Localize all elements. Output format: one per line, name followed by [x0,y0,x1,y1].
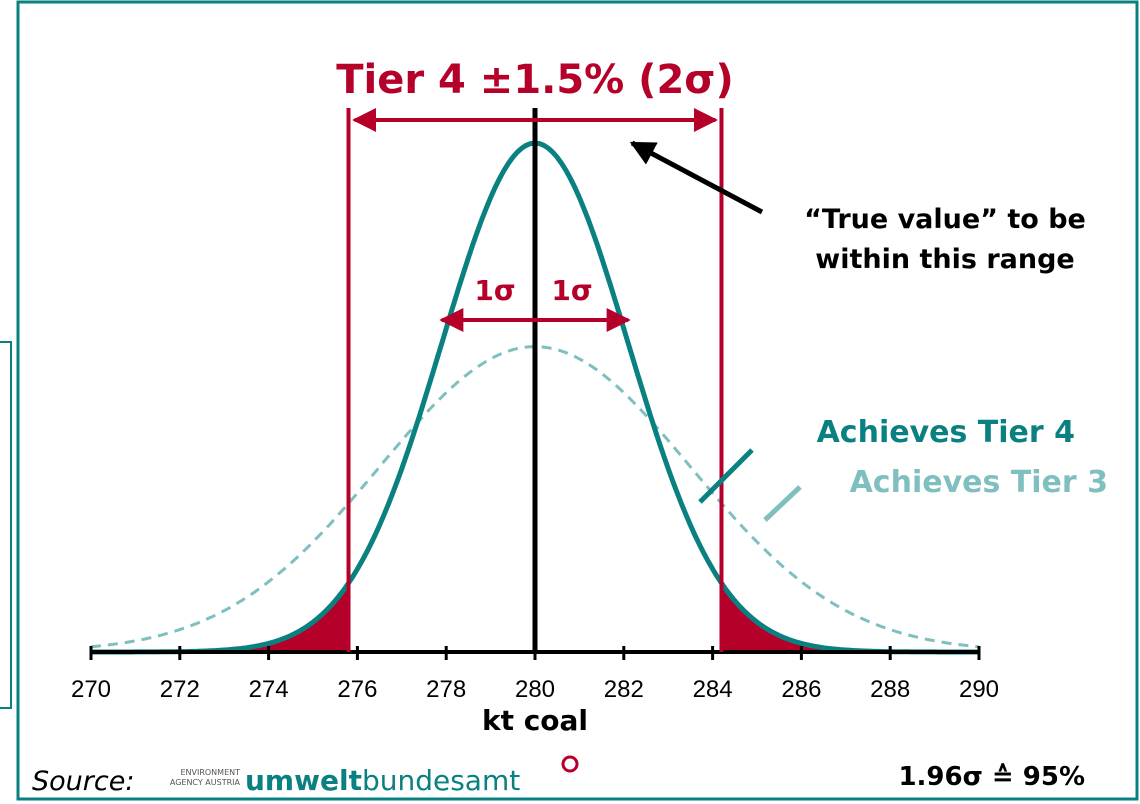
side-frame [0,341,12,709]
logo-small: AGENCY AUSTRIA [170,778,241,787]
x-tick-label: 276 [337,676,377,703]
chart-title: Tier 4 ±1.5% (2σ) [336,57,733,103]
tail-area [721,583,979,652]
legend-label: Achieves Tier 3 [850,465,1108,500]
source: Source: [32,766,134,797]
x-tick-label: 288 [870,676,910,703]
curve [90,345,980,649]
sigma-label: 1σ [551,274,592,307]
x-tick-label: 274 [249,676,289,703]
tail-area [91,583,349,652]
x-tick-label: 286 [781,676,821,703]
sigma-label: 1σ [474,274,515,307]
logo-small: ENVIRONMENT [180,768,240,777]
logo-mark [561,755,579,773]
frame [16,0,1139,801]
annotation: within this range [815,244,1074,275]
x-tick-label: 280 [515,676,555,703]
annotation-arrow [629,140,764,215]
legend-label: Achieves Tier 4 [817,415,1075,450]
leader-line [763,485,802,522]
x-tick-label: 278 [426,676,466,703]
x-tick-label: 284 [693,676,733,703]
annotation: “True value” to be [804,204,1086,235]
x-tick-label: 290 [959,676,999,703]
x-tick-label: 282 [604,676,644,703]
logo: umweltbundesamt [245,764,520,797]
logo-bold: umwelt [245,764,362,797]
x-axis-label: kt coal [482,704,588,737]
footnote: 1.96σ ≙ 95% [898,762,1085,792]
plot [89,108,981,660]
x-tick-label: 272 [160,676,200,703]
x-tick-label: 270 [71,676,111,703]
logo-rest: bundesamt [362,764,520,797]
leader-line [698,448,754,504]
